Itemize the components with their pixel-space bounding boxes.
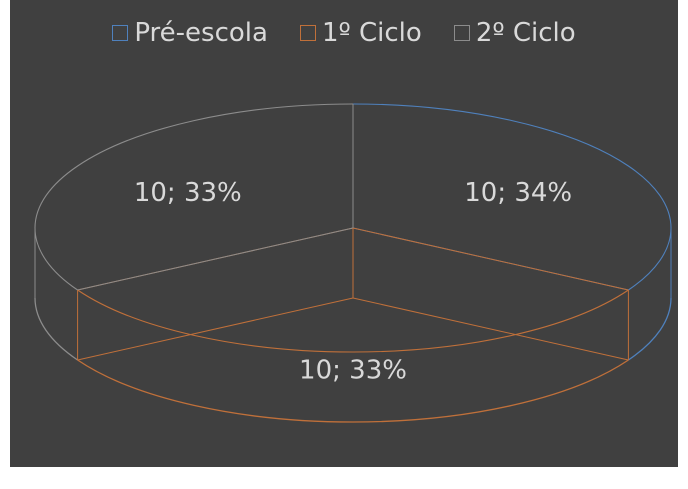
data-label-2-ciclo: 10; 33% bbox=[134, 178, 242, 208]
pie-slice-edge-1-ciclo-0 bbox=[352, 227, 629, 291]
pie-wall-bottom-0 bbox=[352, 297, 629, 361]
pie-slice-side-pre-escola bbox=[628, 297, 672, 361]
pie-slice-side-2-ciclo bbox=[34, 297, 78, 361]
pie-chart: 10; 34% 10; 33% 10; 33% bbox=[34, 103, 672, 423]
pie-slice-top-2-ciclo bbox=[34, 103, 354, 291]
chart-area: Pré-escola 1º Ciclo 2º Ciclo 10; 34% 10; … bbox=[10, 0, 678, 467]
legend-label-pre-escola: Pré-escola bbox=[134, 18, 268, 48]
pie-slice-edge-2-ciclo-0 bbox=[77, 227, 354, 291]
legend-swatch-1-ciclo bbox=[299, 25, 316, 41]
legend-swatch-2-ciclo bbox=[453, 25, 470, 41]
legend-label-2-ciclo: 2º Ciclo bbox=[475, 18, 576, 48]
pie-slice-side-1-ciclo bbox=[77, 359, 629, 423]
pie-wall-bottom-1 bbox=[77, 297, 354, 361]
data-label-1-ciclo: 10; 33% bbox=[299, 355, 407, 385]
pie-slice-top-1-ciclo bbox=[77, 289, 629, 353]
legend-item-1-ciclo[interactable]: 1º Ciclo bbox=[299, 16, 422, 50]
legend-item-2-ciclo[interactable]: 2º Ciclo bbox=[453, 16, 576, 50]
legend-item-pre-escola[interactable]: Pré-escola bbox=[112, 16, 268, 50]
legend-swatch-pre-escola bbox=[112, 25, 129, 41]
legend: Pré-escola 1º Ciclo 2º Ciclo bbox=[10, 16, 678, 50]
legend-label-1-ciclo: 1º Ciclo bbox=[321, 18, 422, 48]
data-label-pre-escola: 10; 34% bbox=[464, 178, 572, 208]
pie-slice-top-pre-escola bbox=[352, 103, 672, 291]
